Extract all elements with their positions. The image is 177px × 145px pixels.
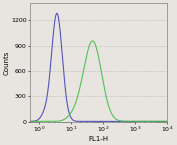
- Y-axis label: Counts: Counts: [4, 50, 10, 75]
- X-axis label: FL1-H: FL1-H: [88, 136, 109, 142]
